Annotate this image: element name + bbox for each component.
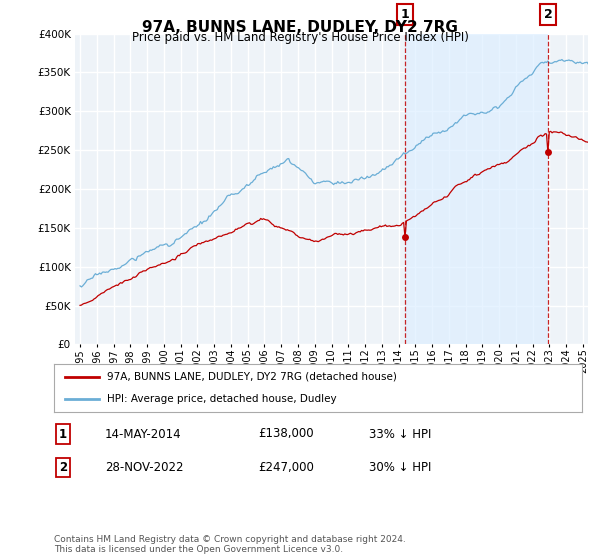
- Text: £138,000: £138,000: [258, 427, 314, 441]
- Text: 1: 1: [59, 427, 67, 441]
- Text: 28-NOV-2022: 28-NOV-2022: [105, 461, 184, 474]
- Text: 1: 1: [400, 8, 409, 21]
- Text: HPI: Average price, detached house, Dudley: HPI: Average price, detached house, Dudl…: [107, 394, 337, 404]
- Text: Price paid vs. HM Land Registry's House Price Index (HPI): Price paid vs. HM Land Registry's House …: [131, 31, 469, 44]
- Text: 97A, BUNNS LANE, DUDLEY, DY2 7RG: 97A, BUNNS LANE, DUDLEY, DY2 7RG: [142, 20, 458, 35]
- Bar: [405, 34, 548, 344]
- Text: Contains HM Land Registry data © Crown copyright and database right 2024.
This d: Contains HM Land Registry data © Crown c…: [54, 535, 406, 554]
- Text: 14-MAY-2014: 14-MAY-2014: [105, 427, 182, 441]
- Text: 30% ↓ HPI: 30% ↓ HPI: [369, 461, 431, 474]
- Text: 97A, BUNNS LANE, DUDLEY, DY2 7RG (detached house): 97A, BUNNS LANE, DUDLEY, DY2 7RG (detach…: [107, 372, 397, 382]
- Text: £247,000: £247,000: [258, 461, 314, 474]
- Text: 2: 2: [59, 461, 67, 474]
- Text: 2: 2: [544, 8, 553, 21]
- Text: 33% ↓ HPI: 33% ↓ HPI: [369, 427, 431, 441]
